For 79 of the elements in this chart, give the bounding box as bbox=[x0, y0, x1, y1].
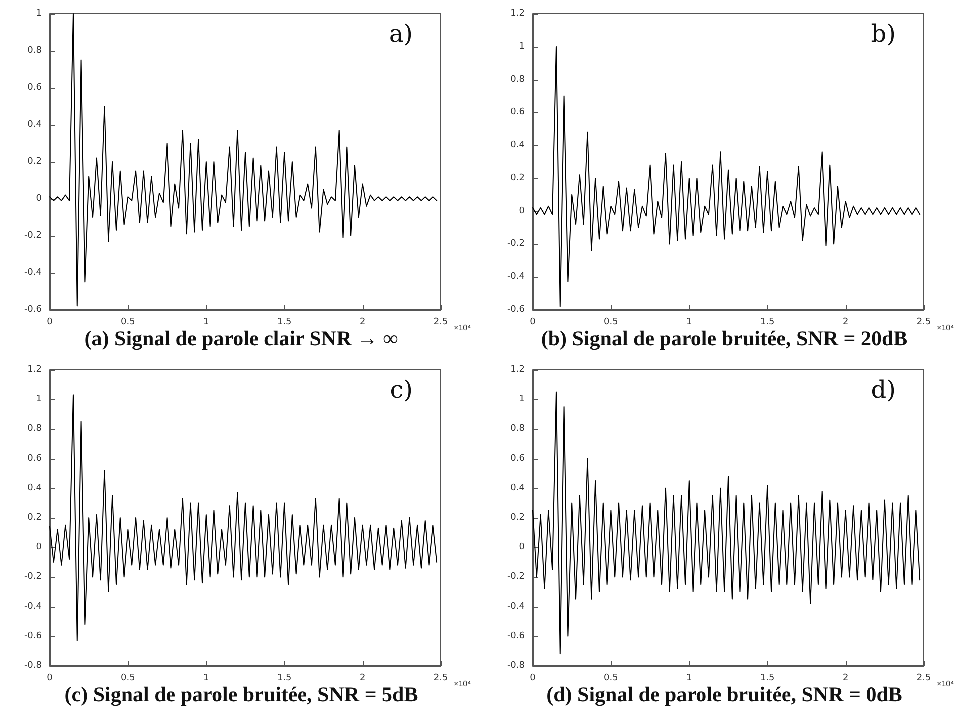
y-tick-label: -0.2 bbox=[507, 239, 525, 250]
text: (c) Signal de parole bruitée, SNR = 5dB bbox=[64, 682, 418, 706]
x-tick-label: 2.5 bbox=[916, 674, 932, 684]
y-tick-label: -0.6 bbox=[24, 305, 42, 315]
text: (d) Signal de parole bruitée, SNR = 0dB bbox=[546, 682, 902, 706]
y-tick-label: 0.2 bbox=[28, 513, 42, 523]
y-tick-label: -0.6 bbox=[507, 305, 526, 315]
y-tick-label: 0 bbox=[519, 542, 526, 553]
y-tick-label: -0.2 bbox=[507, 572, 525, 582]
y-tick-label: 0.8 bbox=[28, 46, 42, 56]
x-tick-label: 2.5 bbox=[434, 674, 448, 684]
y-tick-label: 1.2 bbox=[510, 365, 525, 375]
x-tick-label: 0 bbox=[530, 674, 536, 684]
y-tick-label: -0.4 bbox=[24, 602, 42, 612]
line-series bbox=[50, 14, 438, 307]
y-tick-label: 0.6 bbox=[510, 454, 526, 464]
y-tick-label: 0.6 bbox=[28, 83, 42, 93]
y-tick-label: -0.4 bbox=[507, 602, 526, 612]
annotation: c) bbox=[390, 376, 414, 404]
y-tick-label: -0.2 bbox=[24, 572, 42, 582]
x-tick-label: 0.5 bbox=[604, 318, 618, 328]
x-tick-label: 1 bbox=[204, 318, 210, 328]
x-tick-label: 0.5 bbox=[604, 674, 618, 684]
y-tick-label: 0.2 bbox=[510, 513, 525, 523]
y-tick-label: 0.8 bbox=[510, 424, 526, 434]
x-tick-label: 1.5 bbox=[760, 674, 775, 684]
y-tick-label: 0.4 bbox=[28, 483, 42, 494]
y-tick-label: 0.2 bbox=[510, 173, 525, 184]
y-tick-label: 1 bbox=[36, 394, 42, 405]
x-tick-label: 1.5 bbox=[760, 318, 775, 328]
y-tick-label: -0.4 bbox=[507, 272, 526, 282]
x-tick-label: 2 bbox=[842, 674, 849, 684]
y-tick-label: 0.2 bbox=[28, 157, 42, 167]
y-tick-label: 1 bbox=[519, 42, 525, 52]
x-tick-label: 1.5 bbox=[277, 674, 292, 684]
y-tick-label: 0.4 bbox=[510, 140, 526, 151]
x-axis-title: ×10⁴ bbox=[937, 324, 955, 332]
x-axis-title: ×10⁴ bbox=[937, 680, 955, 688]
x-tick-label: 1.5 bbox=[277, 318, 292, 328]
y-tick-label: 0.6 bbox=[28, 454, 42, 464]
x-tick-label: 1 bbox=[686, 674, 692, 684]
text: (a) Signal de parole clair SNR → ∞ bbox=[84, 326, 398, 350]
y-tick-label: 1.2 bbox=[510, 9, 525, 19]
y-tick-label: 0.4 bbox=[28, 120, 42, 130]
y-tick-label: 1 bbox=[36, 9, 42, 19]
x-tick-label: 2 bbox=[360, 318, 366, 328]
y-tick-label: 1.2 bbox=[28, 365, 42, 375]
y-tick-label: 0 bbox=[36, 542, 42, 553]
y-tick-label: 0 bbox=[36, 194, 42, 204]
y-tick-label: 0.8 bbox=[28, 424, 42, 434]
y-tick-label: -0.4 bbox=[24, 268, 42, 278]
annotation: b) bbox=[871, 20, 896, 48]
y-tick-label: -0.8 bbox=[24, 661, 42, 671]
y-tick-label: 0.4 bbox=[510, 483, 526, 494]
y-tick-label: 0.6 bbox=[510, 108, 526, 118]
x-tick-label: 0.5 bbox=[121, 318, 136, 328]
annotation: d) bbox=[871, 376, 896, 404]
y-tick-label: -0.6 bbox=[507, 631, 526, 642]
y-tick-label: 0 bbox=[519, 206, 526, 216]
x-tick-label: 1 bbox=[204, 674, 210, 684]
x-tick-label: 0 bbox=[47, 318, 54, 328]
x-tick-label: 2 bbox=[842, 318, 849, 328]
y-tick-label: -0.2 bbox=[24, 231, 42, 241]
y-tick-label: 0.8 bbox=[510, 74, 526, 85]
y-tick-label: -0.8 bbox=[507, 661, 526, 671]
y-tick-label: -0.6 bbox=[24, 631, 42, 642]
annotation: a) bbox=[389, 20, 413, 48]
x-tick-label: 2.5 bbox=[916, 318, 932, 328]
x-tick-label: 2.5 bbox=[434, 318, 448, 328]
y-tick-label: 1 bbox=[519, 394, 525, 405]
x-tick-label: 1 bbox=[686, 318, 692, 328]
x-tick-label: 0 bbox=[47, 674, 54, 684]
line-series bbox=[532, 46, 921, 308]
x-tick-label: 0 bbox=[530, 318, 536, 328]
x-tick-label: 0.5 bbox=[121, 674, 136, 684]
x-axis-title: ×10⁴ bbox=[454, 680, 472, 688]
x-axis-title: ×10⁴ bbox=[454, 324, 472, 332]
x-tick-label: 2 bbox=[360, 674, 366, 684]
text: (b) Signal de parole bruitée, SNR = 20dB bbox=[541, 326, 908, 350]
